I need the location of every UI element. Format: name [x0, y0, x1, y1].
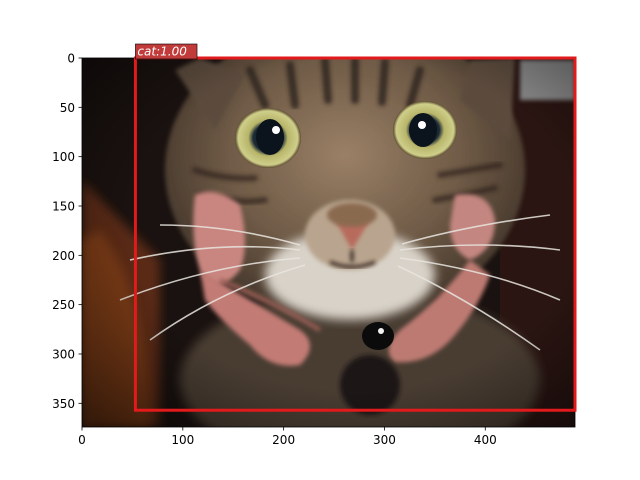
x-tick-label: 400 [474, 433, 497, 447]
x-axis: 0 100 200 300 400 [78, 427, 497, 447]
y-tick-label: 250 [52, 298, 75, 312]
y-tick-label: 50 [60, 101, 75, 115]
x-tick-label: 0 [78, 433, 86, 447]
y-tick-label: 0 [67, 52, 75, 66]
detections-layer: cat:1.00 [133, 43, 577, 412]
y-tick-label: 200 [52, 249, 75, 263]
cat-photo [82, 58, 575, 427]
y-tick-label: 350 [52, 397, 75, 411]
detection-label-bg [135, 43, 198, 60]
x-tick-label: 100 [171, 433, 194, 447]
x-tick-label: 300 [373, 433, 396, 447]
y-axis: 0 50 100 150 200 250 300 350 [52, 52, 82, 411]
detection-label: cat:1.00 [137, 45, 187, 59]
x-tick-label: 200 [272, 433, 295, 447]
y-tick-label: 150 [52, 199, 75, 213]
y-tick-label: 300 [52, 347, 75, 361]
y-tick-label: 100 [52, 150, 75, 164]
detection-box [133, 56, 577, 412]
